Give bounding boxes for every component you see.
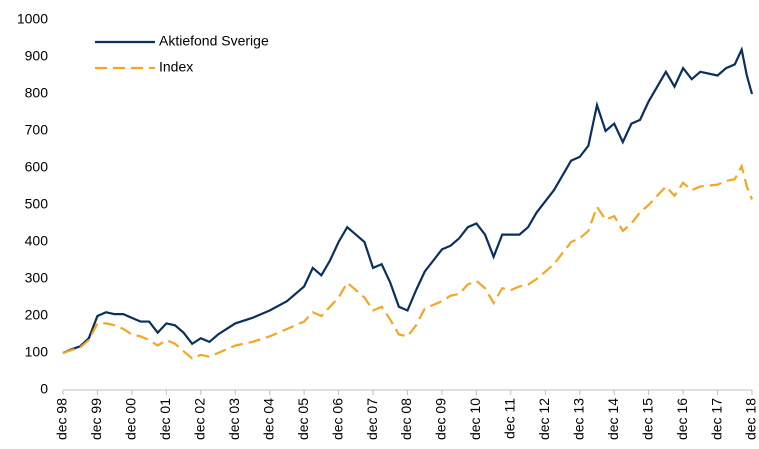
x-tick-label: dec 00 [123,398,139,440]
legend-label: Index [159,59,193,75]
y-tick-label: 900 [25,48,49,64]
y-tick-label: 100 [25,344,49,360]
x-tick-label: dec 14 [605,398,621,440]
x-tick-label: dec 05 [295,398,311,440]
x-tick-label: dec 06 [329,398,345,440]
y-tick-label: 1000 [17,11,48,27]
x-tick-label: dec 11 [502,398,518,439]
y-tick-label: 400 [25,233,49,249]
x-tick-label: dec 13 [570,398,586,440]
x-tick-label: dec 08 [398,398,414,440]
y-tick-label: 200 [25,307,49,323]
x-tick-label: dec 17 [708,398,724,440]
y-tick-label: 700 [25,122,49,138]
legend-label: Aktiefond Sverige [159,33,269,49]
x-tick-label: dec 99 [88,398,104,440]
series-line [62,163,754,360]
x-tick-label: dec 18 [743,398,759,440]
x-tick-label: dec 07 [364,398,380,440]
x-tick-label: dec 15 [639,398,655,440]
y-tick-label: 500 [25,196,49,212]
x-tick-label: dec 09 [433,398,449,440]
y-tick-label: 300 [25,270,49,286]
x-tick-label: dec 12 [536,398,552,440]
y-tick-label: 600 [25,159,49,175]
x-tick-label: dec 16 [674,398,690,440]
x-tick-label: dec 03 [226,398,242,440]
x-tick-label: dec 98 [54,398,70,440]
series-line [62,46,754,355]
y-tick-label: 0 [40,381,48,397]
y-tick-label: 800 [25,85,49,101]
x-tick-label: dec 04 [260,398,276,440]
x-tick-label: dec 01 [157,398,173,440]
x-tick-label: dec 10 [467,398,483,440]
x-tick-label: dec 02 [192,398,208,440]
